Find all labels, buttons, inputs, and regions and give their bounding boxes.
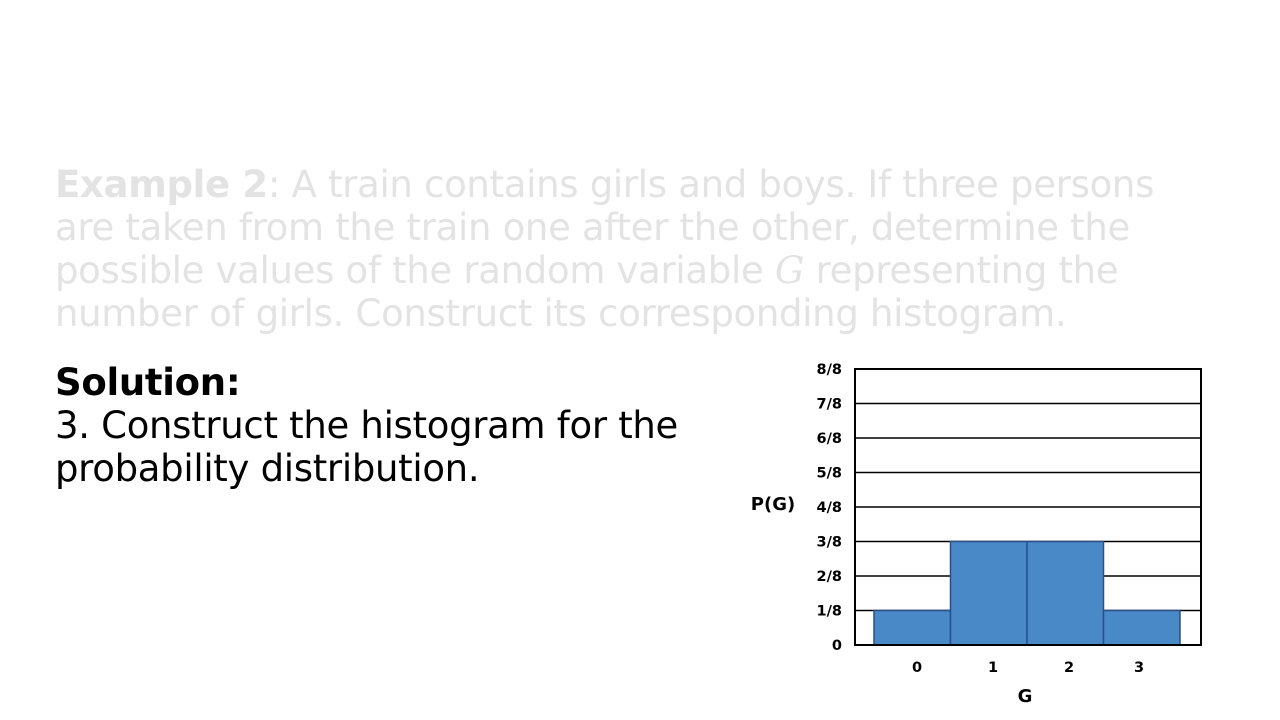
y-tick-label: 1/8 — [817, 604, 842, 620]
x-tick-label: 3 — [1134, 660, 1144, 676]
y-tick-label: 8/8 — [817, 362, 842, 378]
histogram-bar — [949, 540, 1028, 646]
random-variable: G — [774, 249, 805, 292]
problem-text-before: : A train contains girls and boys. If th… — [55, 163, 1155, 292]
problem-text-after: representing the number of girls. Constr… — [55, 249, 1119, 335]
histogram-bar — [1102, 609, 1181, 646]
x-axis-label: G — [1018, 686, 1033, 707]
problem-statement: Example 2: A train contains girls and bo… — [55, 163, 1185, 335]
example-label: Example 2 — [55, 163, 268, 206]
solution-step: 3. Construct the histogram for the proba… — [55, 404, 679, 490]
histogram-bar — [873, 609, 952, 646]
y-tick-label: 3/8 — [817, 535, 842, 551]
y-tick-labels: 0 1/8 2/8 3/8 4/8 5/8 6/8 7/8 8/8 — [817, 362, 842, 654]
y-tick-label: 6/8 — [817, 431, 842, 447]
histogram-bars — [873, 540, 1181, 646]
x-tick-labels: 0 1 2 3 — [912, 660, 1144, 676]
solution-heading: Solution: — [55, 361, 241, 404]
x-tick-label: 1 — [988, 660, 998, 676]
histogram-chart: 0 1/8 2/8 3/8 4/8 5/8 6/8 7/8 8/8 0 1 2 3 P(G) G — [751, 362, 1202, 707]
x-tick-label: 2 — [1064, 660, 1074, 676]
histogram-bar — [1026, 540, 1105, 646]
y-tick-label: 7/8 — [817, 397, 842, 413]
y-tick-label: 0 — [832, 638, 842, 654]
y-tick-label: 4/8 — [817, 500, 842, 516]
solution-block: Solution: 3. Construct the histogram for… — [55, 361, 755, 490]
y-axis-label: P(G) — [751, 494, 795, 515]
plot-frame — [854, 368, 1202, 646]
y-tick-label: 5/8 — [817, 466, 842, 482]
x-tick-label: 0 — [912, 660, 922, 676]
y-tick-label: 2/8 — [817, 569, 842, 585]
